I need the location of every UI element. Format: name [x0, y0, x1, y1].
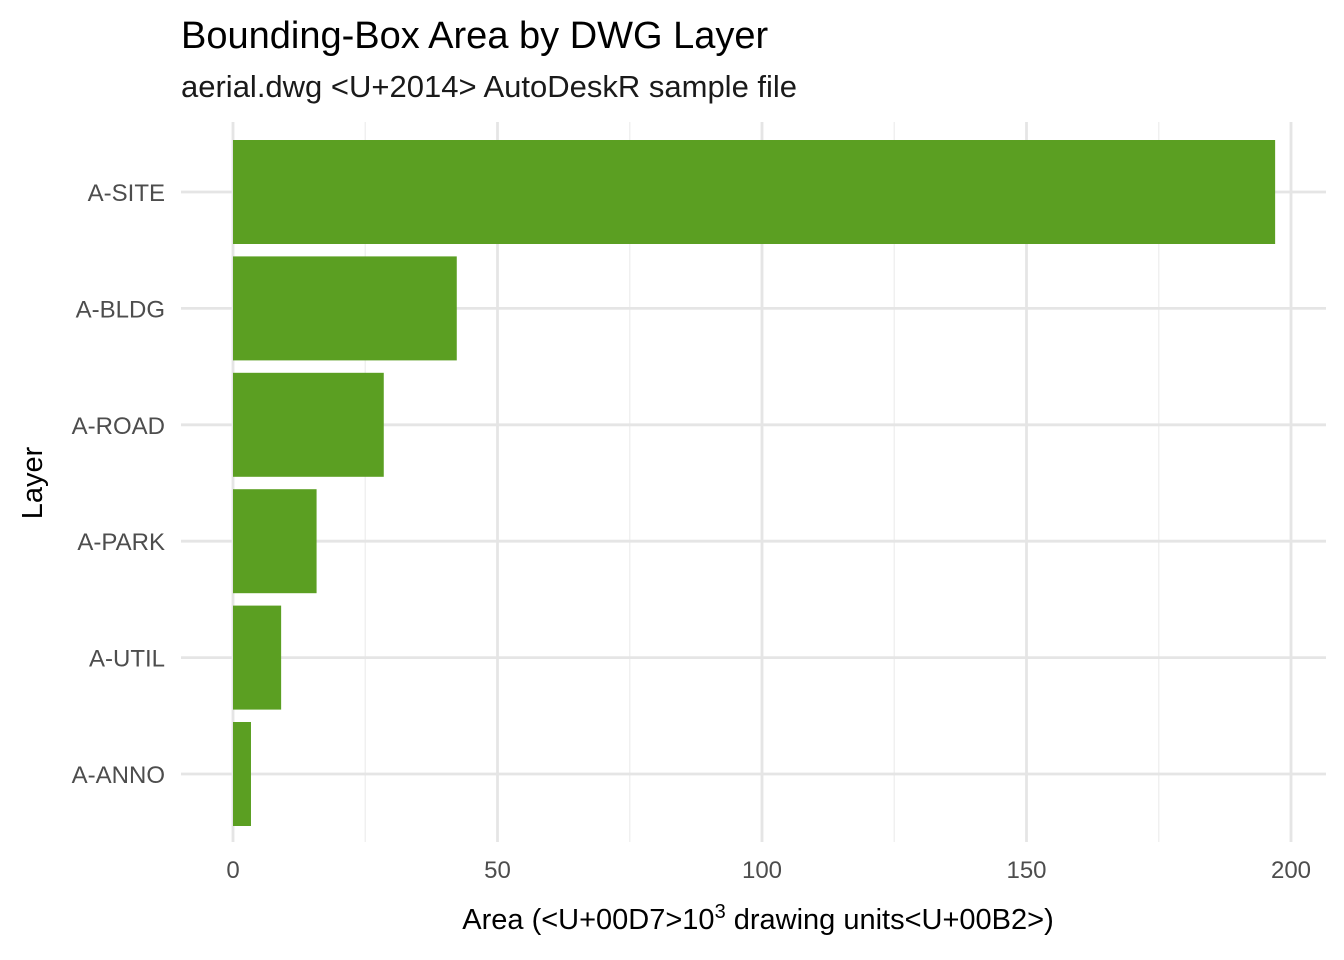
x-axis-tick-labels: 0 50 100 150 200 — [226, 857, 1311, 884]
bar — [233, 605, 282, 710]
bar — [233, 489, 317, 594]
y-tick-label: A-PARK — [77, 529, 165, 556]
y-axis-title: Layer — [17, 446, 49, 519]
y-tick-label: A-SITE — [88, 180, 165, 207]
x-tick-label: 200 — [1271, 857, 1311, 884]
chart-subtitle: aerial.dwg <U+2014> AutoDeskR sample fil… — [181, 69, 797, 104]
x-tick-label: 0 — [226, 857, 239, 884]
x-axis-title: Area (<U+00D7>103 drawing units<U+00B2>) — [462, 901, 1054, 936]
y-tick-label: A-UTIL — [89, 646, 165, 673]
y-tick-label: A-ANNO — [72, 762, 165, 789]
y-tick-label: A-BLDG — [76, 296, 165, 323]
y-tick-label: A-ROAD — [72, 413, 165, 440]
x-tick-label: 50 — [484, 857, 511, 884]
bar — [233, 140, 1276, 244]
chart-title: Bounding-Box Area by DWG Layer — [181, 15, 769, 57]
bar — [233, 722, 251, 826]
y-axis-tick-labels: A-SITE A-BLDG A-ROAD A-PARK A-UTIL A-ANNO — [72, 180, 165, 789]
x-tick-label: 100 — [742, 857, 782, 884]
bars — [233, 140, 1276, 826]
bar — [233, 256, 457, 361]
bar — [233, 372, 384, 477]
x-tick-label: 150 — [1006, 857, 1046, 884]
